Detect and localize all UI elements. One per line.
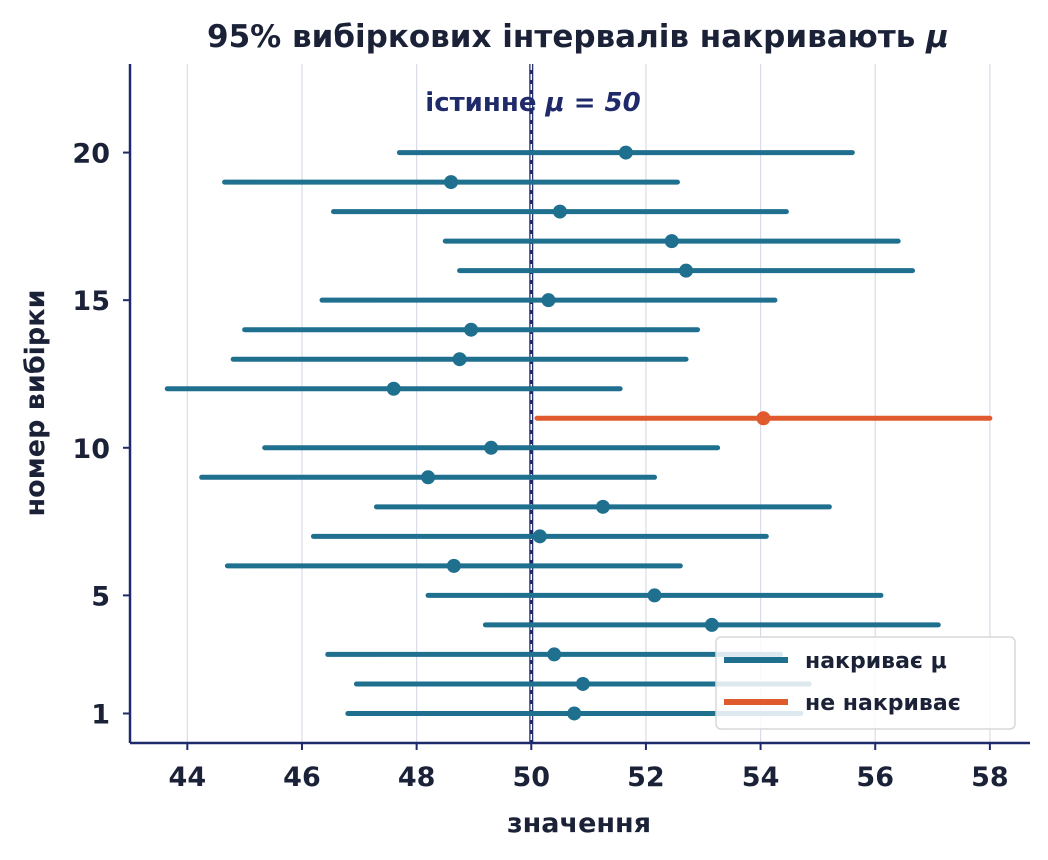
x-tick-label-52: 52 [627, 762, 665, 793]
x-tick-label-50: 50 [512, 762, 550, 793]
y-tick-label-15: 15 [72, 286, 110, 317]
interval-mean-2 [575, 676, 590, 691]
x-tick-label-58: 58 [971, 762, 1009, 793]
interval-mean-14 [464, 322, 479, 337]
x-axis-label: значення [507, 808, 651, 839]
interval-mean-3 [547, 647, 562, 662]
interval-mean-16 [679, 263, 694, 278]
interval-mean-20 [618, 145, 633, 160]
x-tick-label-46: 46 [283, 762, 321, 793]
legend-frame [715, 636, 1016, 730]
legend-label-covers: накриває μ [805, 649, 947, 674]
x-tick-label-54: 54 [742, 762, 780, 793]
interval-mean-5 [647, 588, 662, 603]
interval-mean-6 [446, 558, 461, 573]
legend-label-misses: не накриває [805, 691, 961, 716]
chart-title: 95% вибіркових інтервалів накривають μ [207, 19, 949, 55]
true-mu-label: істинне μ = 50 [425, 88, 640, 118]
y-tick-label-1: 1 [91, 699, 110, 730]
x-tick-label-48: 48 [398, 762, 436, 793]
interval-mean-4 [704, 617, 719, 632]
interval-mean-13 [452, 352, 467, 367]
y-axis-label: номер вибірки [20, 290, 51, 517]
interval-mean-11 [756, 411, 771, 426]
interval-series [164, 145, 993, 721]
interval-mean-1 [567, 706, 582, 721]
y-tick-label-10: 10 [72, 434, 110, 465]
interval-mean-7 [532, 529, 547, 544]
interval-mean-18 [552, 204, 567, 219]
interval-mean-9 [421, 470, 436, 485]
x-tick-label-56: 56 [856, 762, 894, 793]
interval-mean-10 [484, 440, 499, 455]
y-tick-label-5: 5 [91, 581, 110, 612]
interval-mean-19 [444, 175, 459, 190]
interval-mean-17 [664, 234, 679, 249]
legend: накриває μ не накриває [715, 636, 1016, 730]
y-tick-label-20: 20 [72, 139, 110, 170]
interval-mean-8 [595, 499, 610, 514]
interval-mean-12 [386, 381, 401, 396]
interval-mean-15 [541, 293, 556, 308]
x-tick-label-44: 44 [169, 762, 207, 793]
